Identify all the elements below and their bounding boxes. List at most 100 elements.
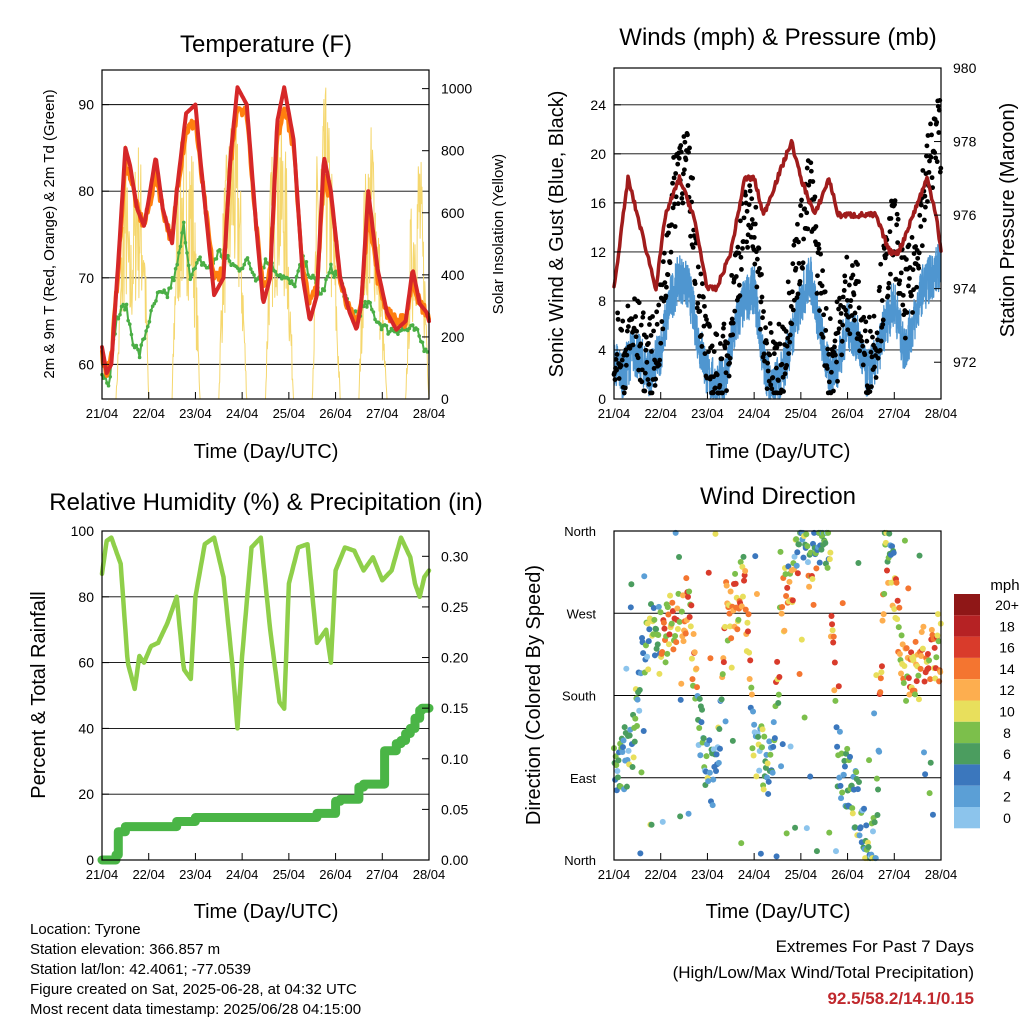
direction-point <box>866 757 873 764</box>
direction-point <box>741 577 748 584</box>
gust-point <box>766 378 772 384</box>
direction-point <box>915 672 922 679</box>
dewpoint-point <box>217 248 222 252</box>
direction-point <box>891 605 898 612</box>
gust-point <box>855 262 860 267</box>
gust-point <box>671 155 677 160</box>
gust-point <box>847 331 853 337</box>
direction-point <box>742 606 749 613</box>
dewpoint-point <box>311 273 315 278</box>
direction-point <box>874 812 881 819</box>
direction-point <box>771 735 778 742</box>
gust-point <box>843 307 849 313</box>
gust-point <box>776 378 781 383</box>
y-tick-label: 60 <box>78 356 94 372</box>
gust-point <box>744 208 750 214</box>
gust-point <box>918 202 924 208</box>
direction-point <box>888 579 895 586</box>
direction-point <box>856 832 863 839</box>
dewpoint-point <box>334 269 338 274</box>
gust-point <box>656 362 662 368</box>
direction-point <box>832 848 839 855</box>
pressure-line <box>612 138 943 293</box>
direction-point <box>613 762 620 769</box>
station-location: Location: Tyrone <box>30 921 141 938</box>
dewpoint-point <box>329 262 333 267</box>
gust-point <box>817 308 822 313</box>
direction-point <box>832 697 839 704</box>
direction-point <box>696 725 703 732</box>
gust-point <box>698 271 704 277</box>
y-tick-label: 24 <box>590 97 606 113</box>
direction-point <box>614 774 621 781</box>
legend-label: 0 <box>1003 810 1011 826</box>
direction-point <box>881 590 888 597</box>
dewpoint-point <box>379 327 384 332</box>
temp-2m-line <box>100 85 431 375</box>
dewpoint-point <box>193 266 197 271</box>
gust-point <box>623 362 629 368</box>
gust-point <box>657 357 663 363</box>
direction-point <box>615 757 622 764</box>
legend-swatch <box>954 785 980 807</box>
gust-point <box>630 342 636 348</box>
gust-point <box>702 303 707 309</box>
direction-point <box>682 630 689 637</box>
legend-swatch <box>954 615 980 637</box>
direction-point <box>727 623 734 630</box>
gust-point <box>879 298 885 303</box>
direction-point <box>794 549 801 556</box>
direction-point <box>793 562 800 569</box>
direction-point <box>912 691 919 698</box>
dewpoint-point <box>190 273 194 277</box>
direction-point <box>924 650 931 657</box>
gust-point <box>909 293 914 298</box>
gust-point <box>629 316 635 322</box>
y-tick-label: 60 <box>78 655 94 671</box>
gust-point <box>650 314 655 319</box>
gust-point <box>840 294 846 300</box>
direction-point <box>665 611 672 618</box>
direction-point <box>640 727 647 734</box>
dewpoint-point <box>289 279 294 283</box>
direction-point <box>703 753 710 760</box>
direction-point <box>926 790 933 797</box>
direction-point <box>723 582 730 589</box>
gust-point <box>850 272 856 278</box>
y2-tick-label: 400 <box>441 267 465 283</box>
direction-point <box>831 687 838 694</box>
direction-point <box>834 743 841 750</box>
direction-point <box>912 638 919 645</box>
direction-point <box>673 639 680 646</box>
direction-point <box>629 763 636 770</box>
y2-tick-label: 1000 <box>441 81 472 97</box>
humidity-panel: Relative Humidity (%) & Precipitation (i… <box>28 489 483 923</box>
gust-point <box>860 343 866 349</box>
direction-point <box>803 825 810 832</box>
gust-point <box>928 121 933 127</box>
gust-point <box>737 293 743 299</box>
direction-point <box>785 563 792 570</box>
direction-point <box>625 747 632 754</box>
direction-point <box>620 737 627 744</box>
direction-point <box>852 824 859 831</box>
gust-point <box>785 335 791 341</box>
gust-point <box>694 305 700 311</box>
gust-point <box>816 241 821 247</box>
direction-point <box>849 805 856 812</box>
gust-point <box>714 332 720 338</box>
direction-point <box>632 715 639 722</box>
direction-point <box>916 552 923 559</box>
gust-point <box>764 386 770 392</box>
y-tick-label: 40 <box>78 720 94 736</box>
direction-point <box>728 664 735 671</box>
dewpoint-point <box>278 272 283 277</box>
y-tick-label: 16 <box>590 195 606 211</box>
gust-point <box>688 233 693 239</box>
temperature-panel: Temperature (F) 60 70 80 90 0 200 400 600 800 10… <box>41 31 507 463</box>
direction-point <box>794 570 801 577</box>
gust-point <box>671 175 677 181</box>
direction-title: Wind Direction <box>700 483 856 510</box>
gust-point <box>894 211 900 217</box>
direction-point <box>709 802 716 809</box>
